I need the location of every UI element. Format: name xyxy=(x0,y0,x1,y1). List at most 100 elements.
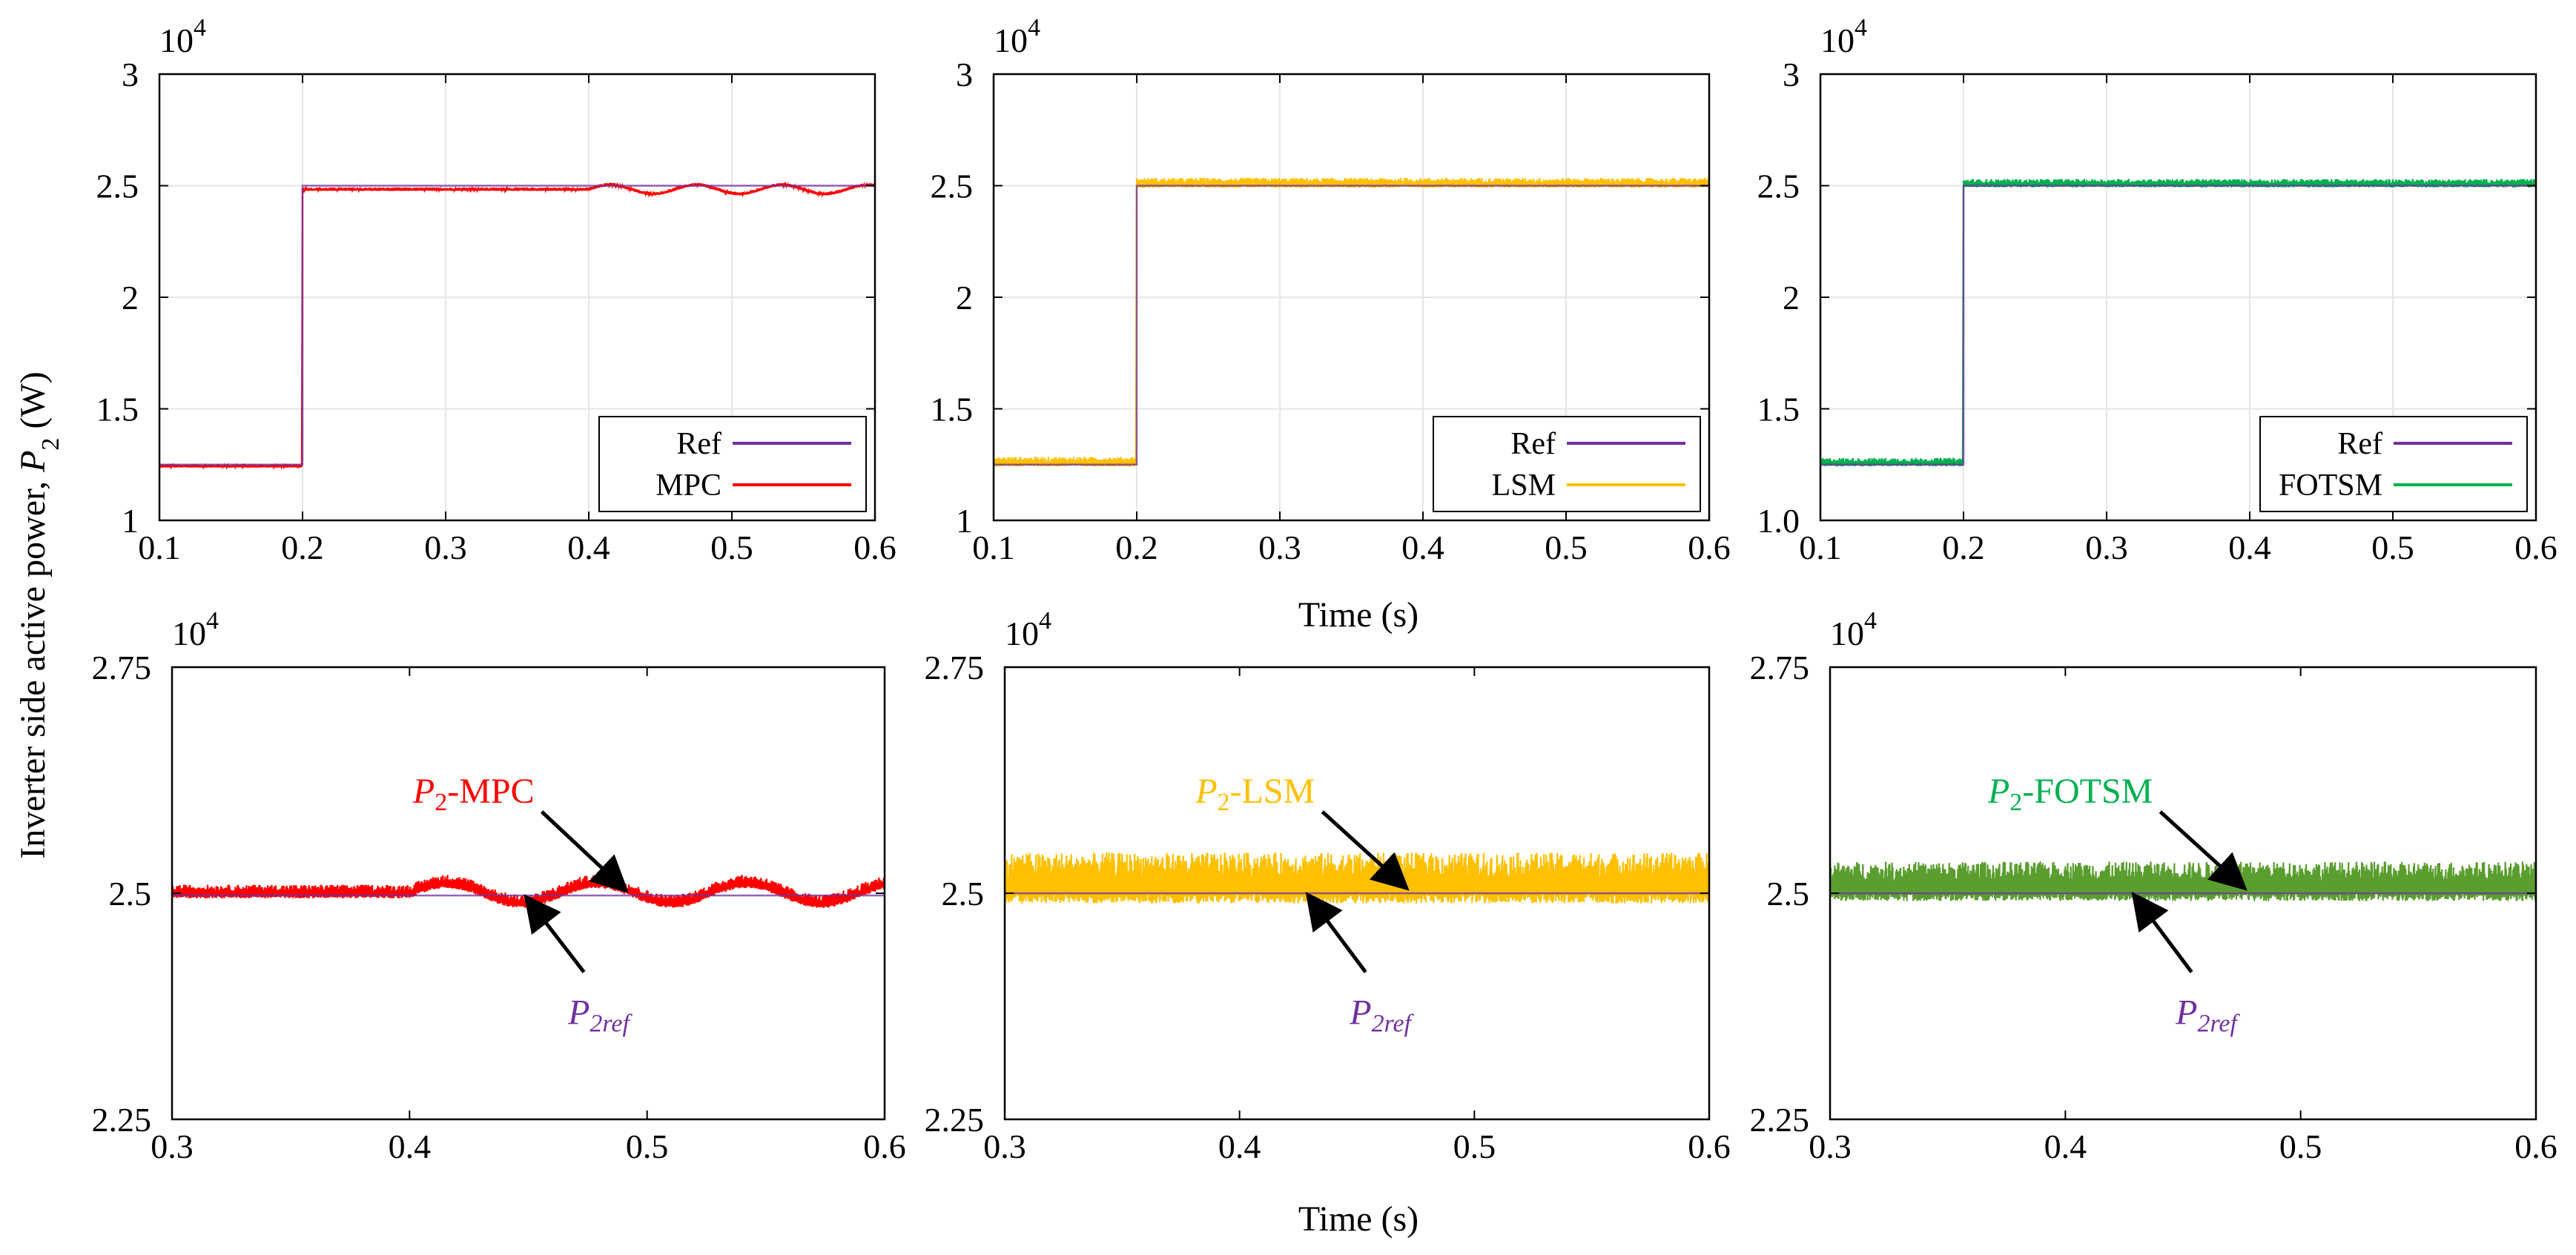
exp-base: 10 xyxy=(172,615,206,652)
exp-power: 4 xyxy=(1855,14,1867,42)
x-tick-label: 0.2 xyxy=(281,529,324,566)
ann-sub: 2ref xyxy=(1372,1010,1415,1037)
exp-base: 10 xyxy=(994,21,1028,59)
series-ref xyxy=(1820,185,2536,466)
y-tick-label: 2.5 xyxy=(1757,168,1800,205)
y-tick-label: 2 xyxy=(1783,279,1800,317)
ann-var: P xyxy=(1987,772,2009,811)
y-tick-label: 2.75 xyxy=(92,649,152,686)
series-ref xyxy=(994,185,1709,466)
plot-area xyxy=(994,177,1709,467)
y-exponent-label: 104 xyxy=(1820,14,1867,59)
annotation-arrow xyxy=(2159,810,2248,891)
y-tick-label: 1.0 xyxy=(1757,502,1800,540)
y-exponent-label: 104 xyxy=(994,14,1040,59)
ann-sub: 2ref xyxy=(2197,1010,2240,1037)
panel-1: 0.1 0.2 0.3 0.4 0.5 0.6 1 1.5 2 2.5 3 104 Ref MPC xyxy=(96,14,896,566)
plot-area xyxy=(159,181,875,471)
exp-power: 4 xyxy=(194,14,206,42)
ann-rest: -FOTSM xyxy=(2022,772,2153,811)
series-p2-fotsm xyxy=(1830,861,2536,901)
ann-var: P xyxy=(412,772,435,811)
x-tick-label: 0.3 xyxy=(424,529,467,566)
legend-box xyxy=(2259,416,2528,512)
y-axis-title-unit: (W) xyxy=(13,371,53,437)
y-axis-title-prefix: Inverter side active power, xyxy=(13,472,53,859)
y-tick-label: 2 xyxy=(122,279,139,317)
y-exponent-label: 104 xyxy=(1830,607,1877,652)
ann-var: P xyxy=(1195,772,1217,811)
legend-label: Ref xyxy=(2337,427,2382,461)
x-tick-label: 0.1 xyxy=(972,529,1015,566)
annotation-arrow xyxy=(1305,891,1367,973)
legend: Ref FOTSM xyxy=(2259,416,2528,512)
x-tick-label: 0.1 xyxy=(138,529,181,566)
ann-sub: 2ref xyxy=(589,1010,633,1037)
x-tick-label: 0.4 xyxy=(1401,529,1444,566)
x-tick-label: 0.5 xyxy=(1545,529,1588,566)
plot-area xyxy=(172,875,885,908)
x-tick-label: 0.6 xyxy=(2514,529,2557,566)
x-axis-title-top: Time (s) xyxy=(1298,595,1419,635)
legend-label: LSM xyxy=(1492,468,1556,503)
x-tick-label: 0.3 xyxy=(983,1127,1026,1165)
annotation-arrow xyxy=(2131,891,2193,973)
y-tick-label: 2.25 xyxy=(1750,1101,1810,1139)
panel-2: 0.1 0.2 0.3 0.4 0.5 0.6 1 1.5 2 2.5 3 104 Ref LSM xyxy=(931,14,1731,566)
exp-base: 10 xyxy=(1005,615,1039,652)
exp-power: 4 xyxy=(1039,607,1051,635)
annotation-label: P2ref xyxy=(567,993,633,1037)
series-ref xyxy=(159,185,875,466)
exp-power: 4 xyxy=(1864,607,1877,635)
y-tick-label: 1.5 xyxy=(1757,391,1800,428)
annotation-arrow xyxy=(1321,810,1410,891)
legend-label: MPC xyxy=(655,468,721,503)
ann-var: P xyxy=(1349,993,1371,1032)
ann-rest: -LSM xyxy=(1230,772,1315,811)
legend-label: FOTSM xyxy=(2279,468,2382,503)
x-tick-label: 0.6 xyxy=(1688,1127,1731,1165)
y-tick-label: 2 xyxy=(956,279,973,317)
annotation-label: P2ref xyxy=(2175,993,2240,1037)
x-tick-label: 0.4 xyxy=(2044,1127,2087,1165)
y-axis-title-sub: 2 xyxy=(37,438,65,451)
y-tick-label: 1 xyxy=(122,502,139,540)
x-tick-label: 0.4 xyxy=(567,529,610,566)
y-axis-title: Inverter side active power, P2 (W) xyxy=(13,371,65,858)
x-tick-label: 0.3 xyxy=(1809,1127,1852,1165)
plot-area xyxy=(1820,179,2536,467)
y-tick-label: 1.5 xyxy=(96,391,139,428)
legend-box xyxy=(1433,416,1701,512)
plot-area xyxy=(1005,852,1709,904)
y-tick-label: 2.75 xyxy=(925,649,985,686)
y-exponent-label: 104 xyxy=(159,14,206,59)
legend: Ref MPC xyxy=(598,416,867,512)
x-tick-label: 0.4 xyxy=(389,1127,432,1165)
x-tick-label: 0.4 xyxy=(1218,1127,1261,1165)
y-tick-label: 2.5 xyxy=(96,168,139,205)
x-tick-label: 0.4 xyxy=(2228,529,2271,566)
annotation-arrow xyxy=(540,810,629,893)
exp-power: 4 xyxy=(206,607,219,635)
x-tick-label: 0.3 xyxy=(151,1127,194,1165)
panel-3: 0.1 0.2 0.3 0.4 0.5 0.6 1.0 1.5 2 2.5 3 104 Ref FOTSM xyxy=(1757,14,2557,566)
y-tick-label: 2.5 xyxy=(942,875,985,913)
x-tick-label: 0.5 xyxy=(1453,1127,1496,1165)
ann-var: P xyxy=(2175,993,2197,1032)
series-p2-mpc xyxy=(172,875,885,908)
y-tick-label: 2.5 xyxy=(931,168,974,205)
ann-sub: 2 xyxy=(1218,789,1230,816)
x-tick-label: 0.6 xyxy=(853,529,896,566)
legend-label: Ref xyxy=(676,427,721,461)
x-tick-label: 0.5 xyxy=(710,529,753,566)
ann-sub: 2 xyxy=(435,789,447,816)
x-tick-label: 0.6 xyxy=(863,1127,906,1165)
ann-rest: -MPC xyxy=(447,772,534,811)
annotation-label: P2ref xyxy=(1349,993,1414,1037)
y-tick-label: 2.75 xyxy=(1750,649,1810,686)
x-tick-label: 0.5 xyxy=(626,1127,669,1165)
y-tick-label: 1.5 xyxy=(931,391,974,428)
